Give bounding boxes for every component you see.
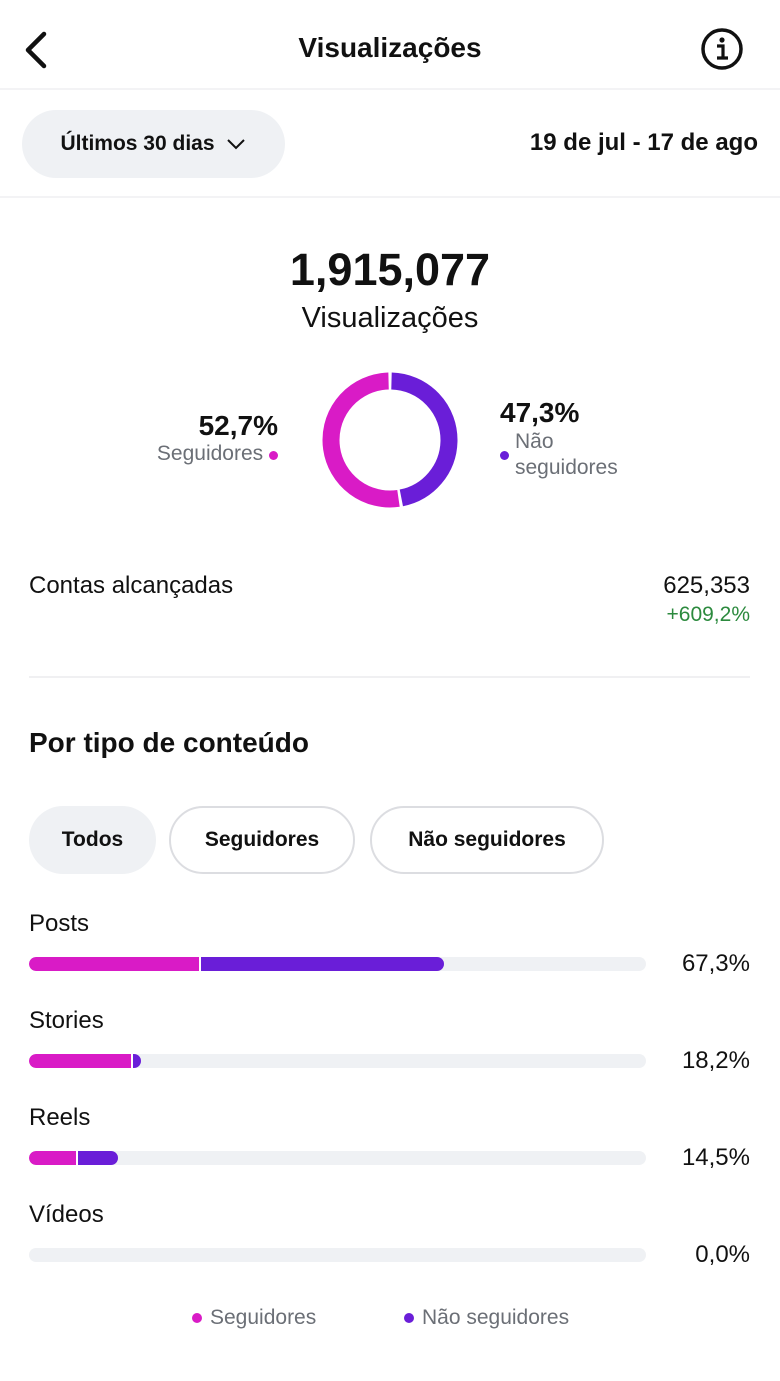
section-title: Por tipo de conteúdo xyxy=(29,727,309,758)
legend-dot xyxy=(192,1313,202,1323)
bar-segment xyxy=(29,957,201,971)
period-label: Últimos 30 dias xyxy=(60,132,215,155)
bar-segment xyxy=(200,957,445,971)
legend-dot xyxy=(269,451,278,460)
page-title: Visualizações xyxy=(298,32,482,63)
followers-legend: 52,7% Seguidores xyxy=(157,410,278,466)
row-label: Stories xyxy=(29,1007,104,1034)
row-label: Posts xyxy=(29,910,90,937)
reach-value: 625,353 xyxy=(663,572,750,599)
donut-segment xyxy=(322,372,458,508)
divider xyxy=(29,676,750,678)
legend-label: Seguidores xyxy=(210,1306,317,1329)
divider xyxy=(0,88,780,90)
tab-followers[interactable]: Seguidores xyxy=(169,806,355,874)
followers-name: Seguidores xyxy=(157,442,278,466)
divider xyxy=(0,196,780,198)
row-pct: 18,2% xyxy=(681,1047,750,1074)
donut-segment xyxy=(322,372,458,508)
bar-track xyxy=(29,1054,646,1068)
bar-segment xyxy=(29,1054,134,1068)
row-pct: 0,0% xyxy=(695,1241,750,1268)
legend-dot xyxy=(404,1313,414,1323)
back-button[interactable] xyxy=(20,30,52,70)
legend-item: Não seguidores xyxy=(404,1306,569,1330)
followers-pct: 52,7% xyxy=(198,410,278,441)
legend-label: Não seguidores xyxy=(422,1306,570,1329)
total-label: Visualizações xyxy=(301,302,479,334)
bar-track xyxy=(29,957,646,971)
non-followers-pct: 47,3% xyxy=(500,397,580,428)
row-label: Reels xyxy=(29,1104,91,1131)
tab-all[interactable]: Todos xyxy=(29,806,156,874)
bar-segment xyxy=(78,1151,119,1165)
legend-dot xyxy=(500,450,509,460)
bar-segment xyxy=(133,1054,142,1068)
date-range: 19 de jul - 17 de ago xyxy=(529,129,758,156)
donut-chart xyxy=(322,372,458,508)
label: Não seguidores xyxy=(515,430,618,479)
bar-segment xyxy=(29,1151,79,1165)
row-pct: 14,5% xyxy=(681,1144,750,1171)
bar-track xyxy=(29,1151,646,1165)
tab-non-followers[interactable]: Não seguidores xyxy=(370,806,604,874)
non-followers-legend: 47,3% Não seguidores xyxy=(500,397,640,481)
reach-label: Contas alcançadas xyxy=(29,572,234,599)
reach-change: +609,2% xyxy=(666,603,751,626)
row-label: Vídeos xyxy=(29,1201,104,1228)
label: Seguidores xyxy=(156,442,264,465)
info-button[interactable] xyxy=(700,27,744,71)
total-views: 1,915,077 xyxy=(289,244,491,295)
period-dropdown[interactable]: Últimos 30 dias xyxy=(22,110,285,178)
bar-track xyxy=(29,1248,646,1262)
legend-item: Seguidores xyxy=(192,1306,316,1330)
non-followers-name: Não seguidores xyxy=(500,429,640,481)
row-pct: 67,3% xyxy=(681,950,750,977)
chevron xyxy=(226,139,245,150)
